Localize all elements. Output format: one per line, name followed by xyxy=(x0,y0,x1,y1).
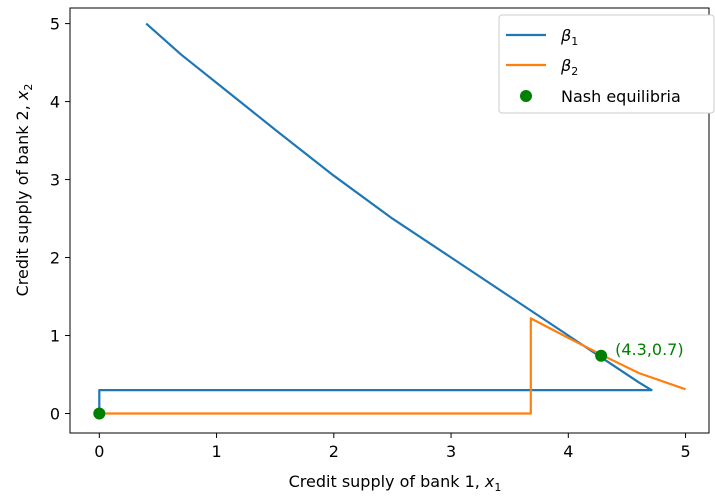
legend-label-beta-1: β1 xyxy=(560,26,578,48)
x-axis-ticks: 0 1 2 3 4 5 xyxy=(94,433,691,461)
equilibrium-annotation: (4.3,0.7) xyxy=(615,340,683,359)
x-tick-label: 4 xyxy=(563,442,573,461)
nash-equilibrium-point xyxy=(93,407,106,420)
series-line-beta-2 xyxy=(99,317,686,415)
x-tick-label: 2 xyxy=(329,442,339,461)
legend-label-beta-2: β2 xyxy=(560,56,578,78)
axes-frame xyxy=(69,7,710,434)
y-axis-ticks: 0 1 2 3 4 5 xyxy=(50,15,70,424)
y-axis-label: Credit supply of bank 2, x2 xyxy=(13,84,35,297)
x-tick-label: 5 xyxy=(680,442,690,461)
legend-swatch-nash-equilibria xyxy=(520,90,532,102)
series-line-beta-1 xyxy=(98,22,653,414)
legend-label-nash-equilibria: Nash equilibria xyxy=(561,87,681,106)
y-tick-label: 5 xyxy=(50,15,60,34)
x-axis-label: Credit supply of bank 1, x1 xyxy=(289,472,502,494)
nash-equilibrium-point xyxy=(595,349,608,362)
legend-box xyxy=(498,14,715,114)
legend: β1 β2 Nash equilibria xyxy=(498,14,715,114)
axes-border xyxy=(69,7,710,434)
y-tick-label: 2 xyxy=(50,249,60,268)
y-tick-label: 4 xyxy=(50,93,60,112)
y-tick-label: 3 xyxy=(50,171,60,190)
x-tick-label: 3 xyxy=(446,442,456,461)
x-tick-label: 0 xyxy=(94,442,104,461)
y-tick-label: 0 xyxy=(50,405,60,424)
plot-area: (4.3,0.7) xyxy=(93,22,686,420)
x-tick-label: 1 xyxy=(211,442,221,461)
y-tick-label: 1 xyxy=(50,327,60,346)
